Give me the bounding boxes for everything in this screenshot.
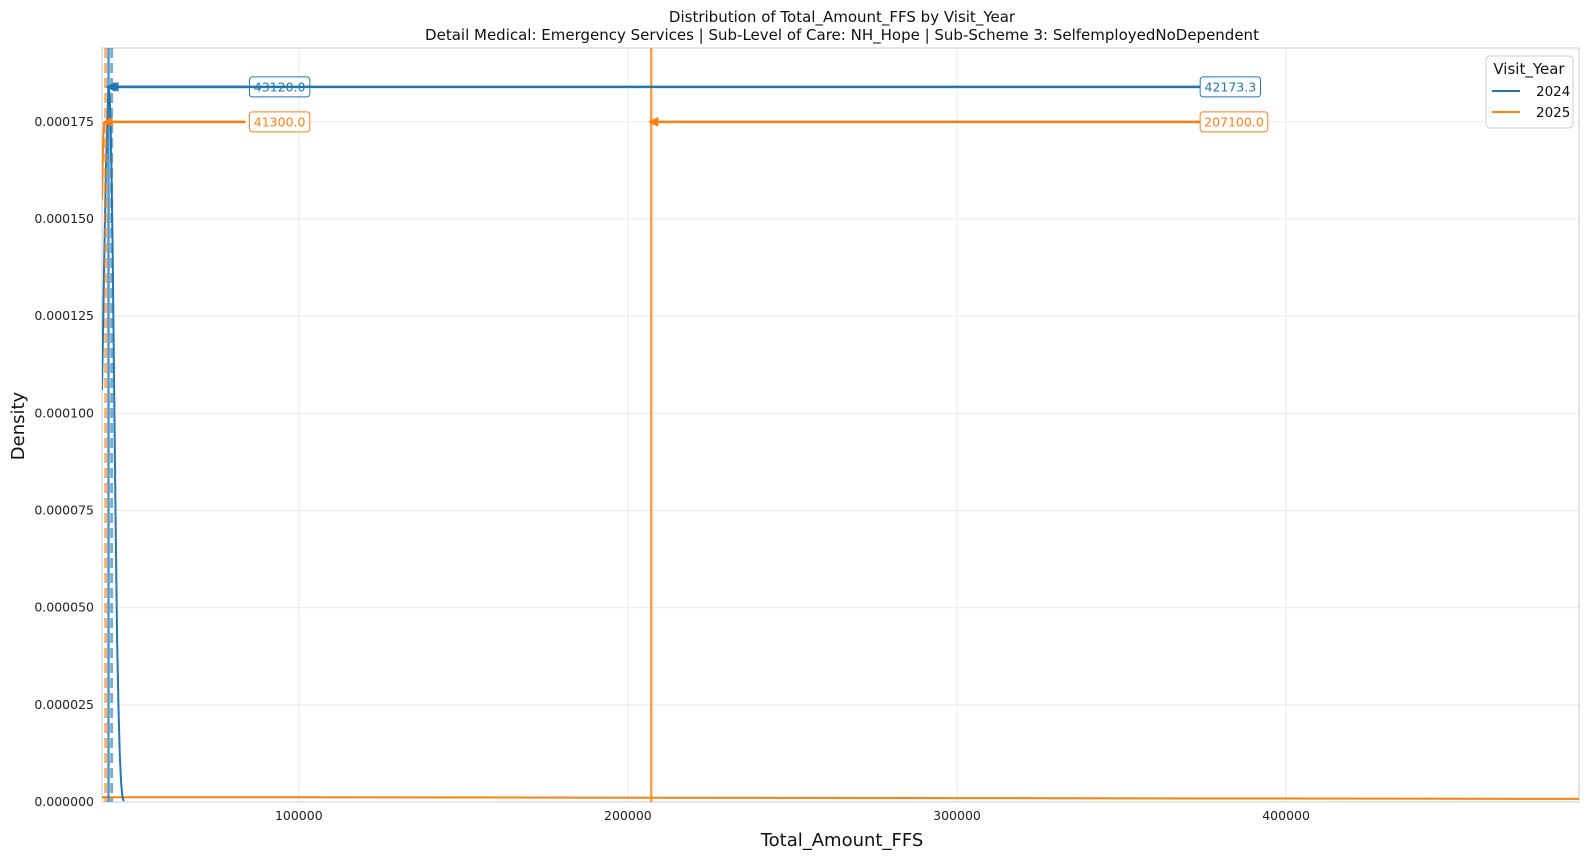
y-tick-label: 0.000100 — [34, 405, 94, 420]
annotation-label: 207100.0 — [1204, 114, 1264, 129]
legend-title: Visit_Year — [1493, 60, 1565, 79]
y-tick-label: 0.000025 — [34, 697, 94, 712]
chart-subtitle: Detail Medical: Emergency Services | Sub… — [425, 26, 1259, 45]
y-tick-label: 0.000050 — [34, 600, 94, 615]
annotation-box — [1199, 76, 1262, 98]
y-axis-label: Density — [8, 391, 29, 460]
x-axis-label: Total_Amount_FFS — [760, 830, 924, 851]
y-tick-label: 0.000000 — [34, 794, 94, 809]
y-axis-ticks: 0.000000 0.000025 0.000050 0.000075 0.000100… — [34, 114, 94, 809]
reference-lines — [104, 48, 653, 802]
x-tick-label: 300000 — [933, 808, 981, 823]
plot-frame — [101, 47, 1580, 803]
annotation-box — [248, 111, 311, 133]
series-line-2025 — [102, 796, 1579, 800]
y-tick-label: 0.000125 — [34, 308, 94, 323]
series-line-2025-peak — [102, 121, 105, 200]
legend-label-2024: 2024 — [1536, 84, 1570, 100]
legend: Visit_Year 2024 2025 — [1485, 55, 1574, 129]
x-axis-ticks: 100000 200000 300000 400000 — [275, 808, 1310, 823]
chart-title: Distribution of Total_Amount_FFS by Visi… — [669, 8, 1016, 27]
y-tick-label: 0.000150 — [34, 211, 94, 226]
annotation-label: 42173.3 — [1205, 79, 1257, 94]
annotation-label: 41300.0 — [254, 114, 306, 129]
x-tick-label: 200000 — [604, 808, 652, 823]
legend-label-2025: 2025 — [1536, 105, 1570, 121]
x-tick-label: 400000 — [1262, 808, 1310, 823]
y-tick-label: 0.000175 — [34, 114, 94, 129]
x-tick-label: 100000 — [275, 808, 323, 823]
annotation-box — [1199, 111, 1269, 133]
y-tick-label: 0.000075 — [34, 503, 94, 518]
legend-box — [1485, 55, 1574, 129]
